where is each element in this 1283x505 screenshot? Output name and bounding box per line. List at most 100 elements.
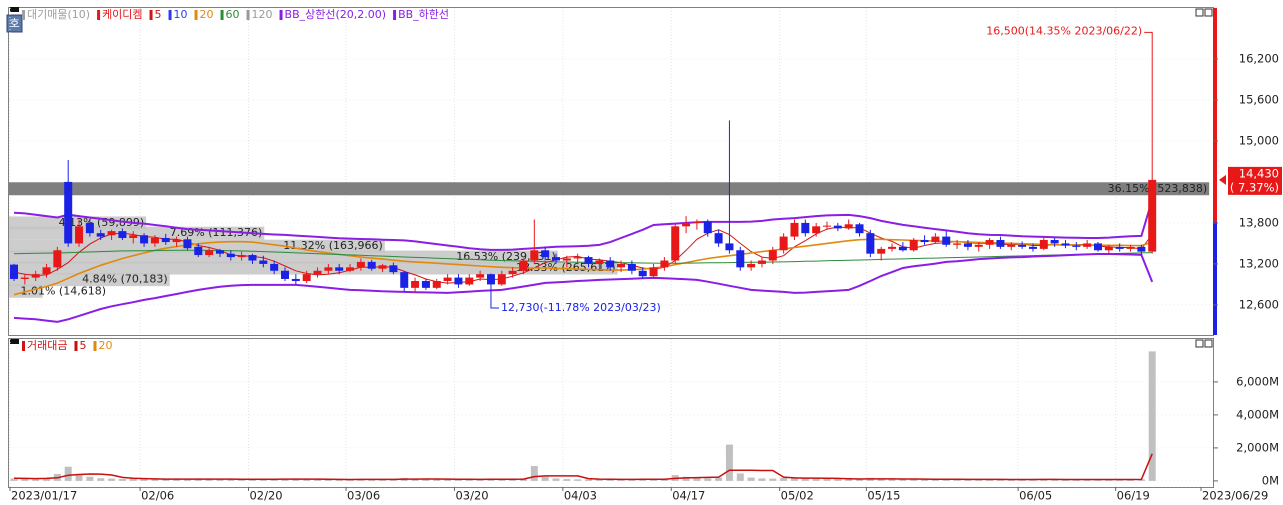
volume-bar	[303, 479, 311, 481]
x-tick-label: 06/19	[1117, 489, 1150, 503]
candle-body	[356, 261, 365, 268]
legend-swatch	[93, 341, 97, 351]
y-tick-label: 13,800	[1239, 215, 1279, 229]
legend-swatch	[246, 10, 250, 20]
candle-body	[931, 236, 940, 243]
x-tick-label: 02/20	[249, 489, 282, 503]
candle-body	[812, 226, 821, 234]
pane-button[interactable]	[1195, 8, 1204, 17]
candle-body	[1083, 243, 1092, 247]
volume-bar	[476, 479, 484, 481]
candle-body	[1039, 240, 1048, 249]
candle-body	[1104, 246, 1113, 251]
y-tick-label: 12,600	[1239, 297, 1279, 311]
side-bar	[1213, 8, 1217, 222]
legend-label: 케이디켐	[102, 8, 142, 21]
candle-body	[595, 260, 604, 264]
legend-swatch	[279, 10, 283, 20]
pane-close[interactable]	[1204, 339, 1213, 348]
candle-body	[443, 277, 452, 282]
volume-bar	[682, 476, 690, 481]
volume-bar	[162, 479, 170, 481]
candle-body	[573, 257, 582, 259]
candle-body	[118, 231, 127, 238]
candle-body	[324, 267, 333, 271]
candle-body	[649, 267, 658, 277]
pane-close[interactable]	[1204, 8, 1213, 17]
volume-bar	[32, 479, 40, 481]
candle-body	[584, 257, 593, 264]
price-tag-change: ( 7.37%)	[1230, 180, 1279, 194]
candle-body	[183, 239, 192, 249]
volume-bar	[899, 479, 907, 481]
candle-body	[909, 240, 918, 251]
volume-bar	[552, 478, 560, 481]
candle-body	[725, 243, 734, 251]
legend-label: 20	[200, 8, 214, 21]
volume-bar	[845, 479, 853, 481]
line	[13, 249, 1153, 264]
pane-button[interactable]	[1195, 339, 1204, 348]
volume-bar	[498, 479, 506, 481]
volume-bar	[454, 479, 462, 481]
x-tick-label: 06/05	[1019, 489, 1052, 503]
candle-body	[1050, 240, 1059, 244]
candle-body	[237, 255, 246, 258]
volume-bar	[1148, 351, 1156, 481]
volume-bar	[996, 479, 1004, 481]
legend-icon	[10, 339, 19, 344]
candle-body	[703, 221, 712, 234]
volume-bar	[86, 476, 94, 481]
volume-profile-label: 11.32% (163,966)	[283, 239, 383, 252]
candle-body	[1126, 246, 1135, 249]
candle-body	[747, 263, 756, 268]
candle-body	[855, 224, 864, 234]
candle-body	[411, 281, 420, 288]
volume-bar	[660, 479, 668, 481]
candle-body	[714, 233, 723, 244]
candle-body	[920, 240, 929, 243]
volume-bar	[509, 479, 517, 481]
candle-body	[107, 231, 116, 236]
volume-bar	[606, 479, 614, 481]
y-tick-label: 0M	[1262, 473, 1279, 487]
candle-body	[20, 277, 29, 279]
side-bar	[1213, 222, 1217, 335]
x-tick-label: 04/03	[564, 489, 597, 503]
candle-body	[1137, 246, 1146, 252]
candle-body	[281, 270, 289, 279]
x-tick-label: 2023/01/17	[11, 489, 77, 503]
candle-body	[10, 264, 18, 279]
candle-body	[400, 272, 409, 288]
candle-body	[42, 267, 51, 275]
volume-bar	[704, 478, 712, 481]
candle-body	[1115, 246, 1124, 249]
volume-bar	[921, 479, 929, 481]
volume-bar	[21, 478, 29, 481]
button-label[interactable]: 호	[9, 17, 19, 30]
candle-body	[963, 243, 972, 247]
volume-bar	[411, 478, 419, 481]
volume-bar	[530, 466, 538, 481]
volume-bar	[1051, 479, 1059, 481]
volume-bar	[693, 477, 701, 481]
button-box[interactable]	[6, 14, 23, 33]
volume-bar	[617, 479, 625, 481]
legend-swatch	[74, 341, 78, 351]
legend-label: 60	[226, 8, 240, 21]
candle-body	[140, 235, 149, 244]
candle-body	[64, 181, 73, 244]
line	[13, 253, 1154, 323]
volume-bar	[173, 479, 181, 481]
candle-body	[85, 222, 94, 234]
toolbar-button[interactable]: 호	[6, 14, 23, 33]
candle-body	[270, 263, 279, 271]
candle-body	[541, 250, 550, 258]
volume-bar	[541, 476, 549, 481]
line	[13, 199, 1154, 251]
legend-label: 20	[98, 339, 112, 352]
candle-body	[31, 274, 40, 278]
x-tick-label: 05/15	[867, 489, 900, 503]
candle-body	[313, 270, 322, 275]
